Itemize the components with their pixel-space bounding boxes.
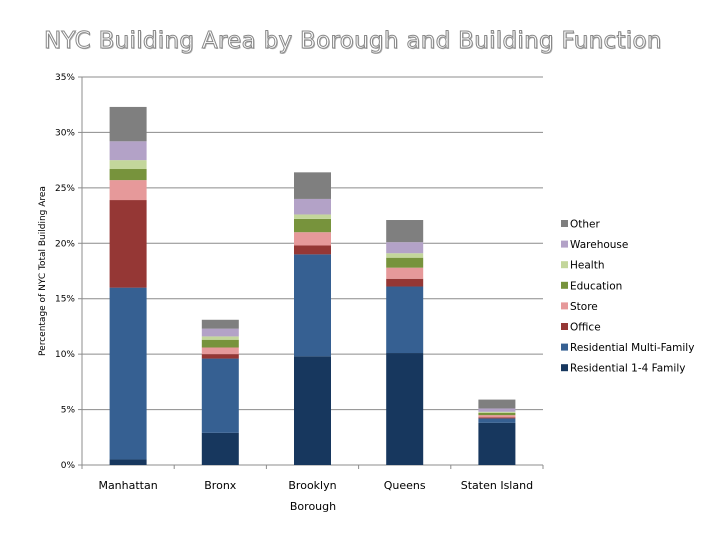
- chart-title: NYC Building Area by Borough and Buildin…: [44, 28, 662, 55]
- bar-segment-manhattan-residential-multi-family: [109, 287, 147, 460]
- y-tick-label: 5%: [61, 406, 76, 416]
- bar-segment-bronx-office: [201, 354, 239, 359]
- bar-segment-brooklyn-education: [294, 218, 331, 233]
- y-tick-label: 10%: [55, 350, 75, 360]
- bar-segment-manhattan-office: [109, 200, 147, 288]
- y-tick-label: 30%: [55, 128, 75, 138]
- bar-segment-queens-health: [386, 253, 424, 258]
- bar-segment-bronx-health: [201, 336, 239, 340]
- bar-segment-brooklyn-residential-multi-family: [294, 254, 331, 357]
- bar-segment-manhattan-other: [109, 106, 147, 142]
- bar-segment-brooklyn-health: [294, 214, 331, 219]
- bar-segment-staten-island-residential-1-4-family: [478, 422, 516, 465]
- legend-label: Other: [570, 219, 600, 231]
- bar-segment-bronx-residential-multi-family: [201, 358, 239, 433]
- legend-label: Office: [570, 322, 601, 334]
- legend: Other Warehouse Health Education Store Office…: [561, 219, 694, 375]
- bar-segment-brooklyn-other: [294, 172, 331, 199]
- legend-swatch: [561, 364, 568, 372]
- bar-segment-staten-island-store: [478, 415, 516, 418]
- legend-swatch: [561, 240, 568, 248]
- bar-segment-bronx-other: [201, 319, 239, 329]
- bar-segment-bronx-store: [201, 347, 239, 355]
- x-tick-labels: Manhattan Bronx Brooklyn Queens Staten Islan…: [98, 479, 533, 492]
- bar-segment-bronx-residential-1-4-family: [201, 432, 239, 465]
- bar-segment-staten-island-office: [478, 417, 516, 419]
- legend-label: Residential 1-4 Family: [570, 363, 685, 375]
- bar-segment-brooklyn-store: [294, 232, 331, 246]
- legend-label: Residential Multi-Family: [570, 342, 694, 354]
- bar-segment-brooklyn-office: [294, 245, 331, 255]
- bar-segment-manhattan-education: [109, 169, 147, 181]
- bar-segment-bronx-education: [201, 339, 239, 348]
- bar-segment-queens-warehouse: [386, 242, 424, 254]
- legend-label: Health: [570, 260, 604, 272]
- legend-label: Warehouse: [570, 239, 628, 251]
- x-tick-label: Brooklyn: [288, 479, 336, 492]
- y-tick-labels: 0% 5% 10% 15% 20% 25% 30% 35%: [55, 73, 75, 471]
- bar-segment-brooklyn-warehouse: [294, 198, 331, 215]
- y-tick-label: 0%: [61, 461, 76, 471]
- bar-segment-queens-residential-multi-family: [386, 286, 424, 354]
- bar-segment-queens-office: [386, 278, 424, 287]
- x-tick-label: Manhattan: [98, 479, 157, 492]
- bars: [109, 106, 516, 465]
- legend-label: Education: [570, 280, 622, 292]
- bar-segment-manhattan-residential-1-4-family: [109, 459, 147, 465]
- bar-segment-queens-education: [386, 257, 424, 268]
- legend-swatch: [561, 343, 568, 351]
- bar-segment-bronx-warehouse: [201, 328, 239, 337]
- y-tick-label: 25%: [55, 184, 75, 194]
- bar-segment-brooklyn-residential-1-4-family: [294, 356, 331, 465]
- bar-segment-manhattan-health: [109, 160, 147, 170]
- x-axis-label: Borough: [290, 500, 336, 513]
- x-tick-label: Bronx: [204, 479, 237, 492]
- y-tick-label: 35%: [55, 73, 75, 83]
- legend-label: Store: [570, 301, 598, 313]
- y-axis-label: Percentage of NYC Total Building Area: [38, 186, 48, 356]
- x-tick-label: Staten Island: [461, 479, 533, 492]
- legend-swatch: [561, 261, 568, 269]
- bar-segment-staten-island-other: [478, 399, 516, 409]
- bar-segment-queens-other: [386, 220, 424, 243]
- legend-swatch: [561, 281, 568, 289]
- y-tick-label: 20%: [55, 239, 75, 249]
- bar-segment-staten-island-warehouse: [478, 408, 516, 412]
- bar-segment-staten-island-education: [478, 412, 516, 416]
- bar-segment-queens-store: [386, 267, 424, 279]
- bar-segment-queens-residential-1-4-family: [386, 353, 424, 465]
- legend-swatch: [561, 302, 568, 310]
- legend-swatch: [561, 323, 568, 330]
- bar-segment-staten-island-residential-multi-family: [478, 418, 516, 423]
- x-tick-label: Queens: [384, 479, 426, 492]
- bar-segment-manhattan-warehouse: [109, 141, 147, 161]
- y-tick-label: 15%: [55, 295, 75, 305]
- legend-swatch: [561, 220, 568, 227]
- bar-segment-staten-island-health: [478, 411, 516, 413]
- bar-segment-manhattan-store: [109, 180, 147, 201]
